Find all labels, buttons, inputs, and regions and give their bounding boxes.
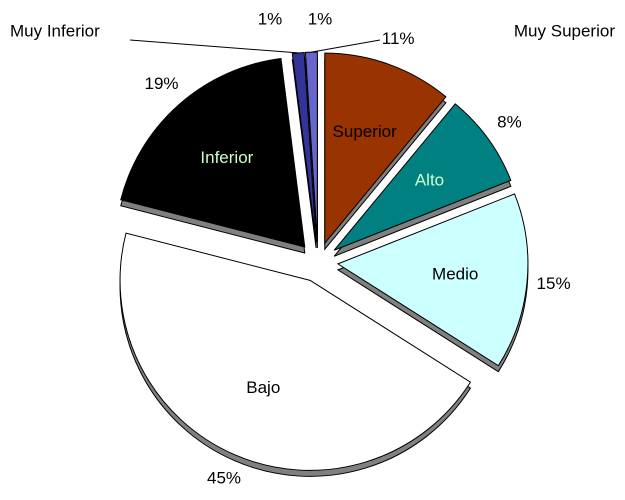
slice: [333, 103, 512, 251]
slice: [119, 232, 472, 471]
slice-name: Muy Superior: [514, 21, 615, 40]
percent-label: 1%: [308, 9, 333, 28]
slice-name: Muy Inferior: [10, 21, 100, 40]
leader-line: [129, 39, 299, 54]
slice-name: Medio: [432, 264, 478, 283]
slice-name: Inferior: [200, 148, 253, 167]
slice-name: Superior: [333, 122, 398, 141]
leader-line: [311, 39, 381, 53]
percent-label: 1%: [258, 9, 283, 28]
slice: [324, 52, 447, 245]
slice-name: Bajo: [246, 378, 280, 397]
percent-label: 8%: [497, 112, 522, 131]
percent-label: 45%: [207, 469, 241, 488]
slice-name: Alto: [415, 170, 444, 189]
slice: [291, 51, 317, 243]
percent-label: 19%: [145, 74, 179, 93]
percent-label: 15%: [537, 274, 571, 293]
percent-label: 11%: [382, 29, 415, 48]
slice: [336, 193, 529, 367]
slice: [120, 57, 306, 248]
